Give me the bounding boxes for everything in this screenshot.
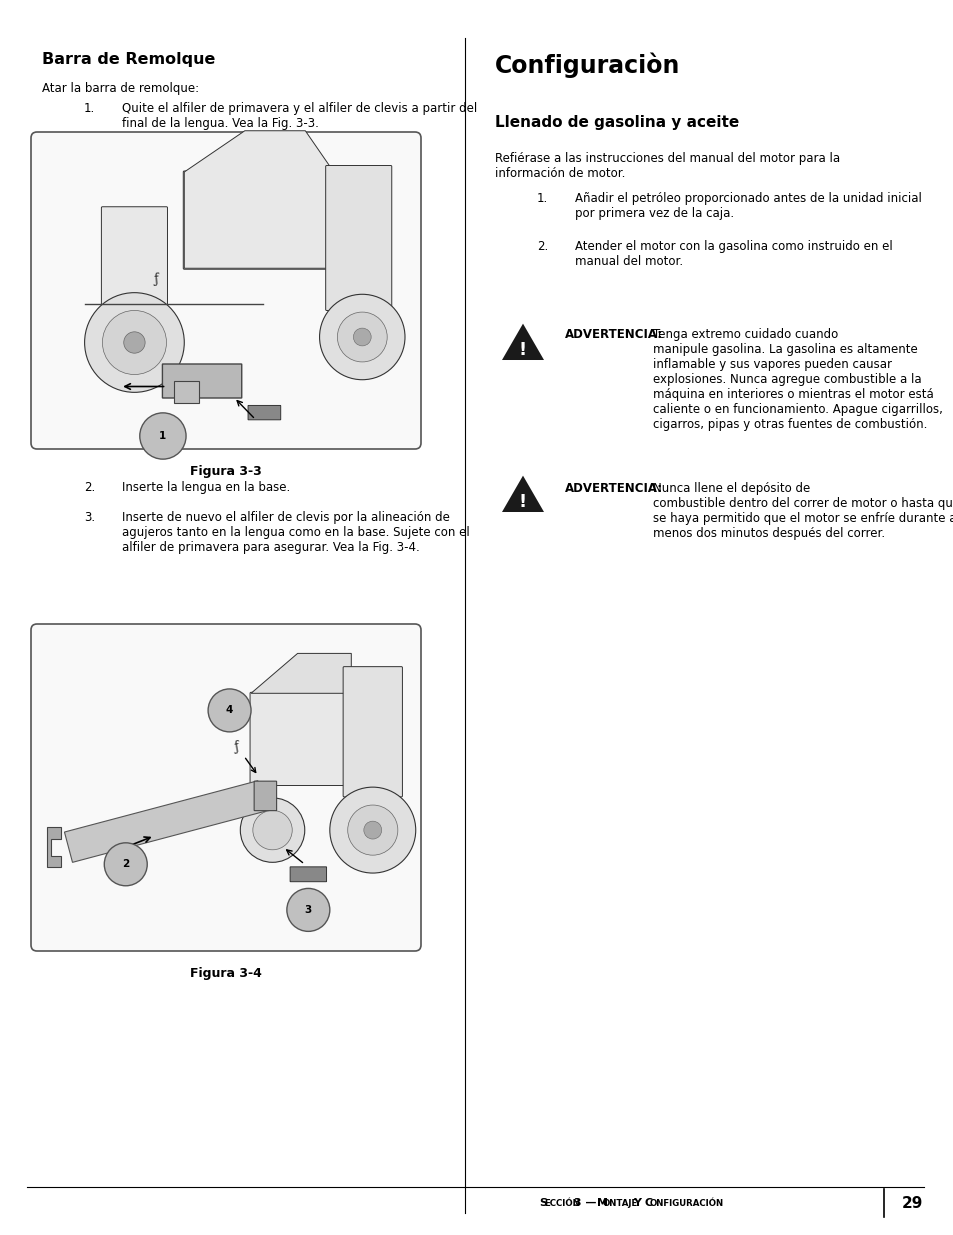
Text: S: S [538,1198,546,1208]
Circle shape [104,842,147,885]
FancyBboxPatch shape [183,170,335,269]
Circle shape [140,412,186,459]
Circle shape [319,294,405,379]
Text: Figura 3-3: Figura 3-3 [190,466,262,478]
Circle shape [208,689,251,732]
Text: Figura 3-4: Figura 3-4 [190,967,262,981]
Text: 3: 3 [304,905,312,915]
Text: 2.: 2. [537,240,548,253]
Text: Configuraciòn: Configuraciòn [495,52,679,78]
Text: ƒ: ƒ [152,273,158,287]
Text: ECCIÓN: ECCIÓN [544,1198,579,1208]
Circle shape [347,805,397,855]
FancyBboxPatch shape [325,165,392,310]
Text: 1.: 1. [537,191,548,205]
Circle shape [330,787,416,873]
Text: Añadir el petróleo proporcionado antes de la unidad inicial
por primera vez de l: Añadir el petróleo proporcionado antes d… [575,191,921,220]
Text: 1.: 1. [84,103,95,115]
Circle shape [253,810,292,850]
Text: Atender el motor con la gasolina como instruido en el
manual del motor.: Atender el motor con la gasolina como in… [575,240,892,268]
Text: ƒ: ƒ [233,741,240,755]
Text: M: M [597,1198,607,1208]
Circle shape [102,310,167,374]
Text: Inserte de nuevo el alfiler de clevis por la alineación de
agujeros tanto en la : Inserte de nuevo el alfiler de clevis po… [122,511,469,555]
FancyBboxPatch shape [248,405,280,420]
Text: Inserte la lengua en la base.: Inserte la lengua en la base. [122,480,290,494]
Text: 4: 4 [226,705,233,715]
Polygon shape [184,131,334,268]
FancyBboxPatch shape [173,382,198,403]
Text: 29: 29 [901,1195,923,1210]
Polygon shape [501,475,543,513]
Polygon shape [251,653,351,693]
Text: Barra de Remolque: Barra de Remolque [42,52,215,67]
FancyBboxPatch shape [30,624,420,951]
Circle shape [124,332,145,353]
Text: Llenado de gasolina y aceite: Llenado de gasolina y aceite [495,115,739,130]
Text: ADVERTENCIA:: ADVERTENCIA: [564,329,662,341]
FancyBboxPatch shape [162,364,241,398]
Polygon shape [501,324,543,361]
Circle shape [363,821,381,839]
Text: ONTAJE: ONTAJE [601,1198,637,1208]
Text: C: C [643,1198,652,1208]
Text: Refiérase a las instrucciones del manual del motor para la
información de motor.: Refiérase a las instrucciones del manual… [495,152,840,180]
Text: Tenga extremo cuidado cuando
manipule gasolina. La gasolina es altamente
inflama: Tenga extremo cuidado cuando manipule ga… [652,329,942,431]
Text: 1: 1 [159,431,167,441]
Text: 3 —: 3 — [569,1198,599,1208]
Circle shape [337,312,387,362]
Circle shape [353,329,371,346]
FancyBboxPatch shape [250,693,352,785]
Text: !: ! [518,493,526,511]
FancyBboxPatch shape [343,667,402,797]
FancyBboxPatch shape [101,206,168,305]
Text: ADVERTENCIA:: ADVERTENCIA: [564,482,662,495]
Text: 2.: 2. [84,480,95,494]
Circle shape [85,293,184,393]
Text: Y: Y [633,1198,640,1208]
FancyBboxPatch shape [290,867,326,882]
Text: 2: 2 [122,860,130,869]
Polygon shape [65,781,266,862]
Circle shape [240,798,304,862]
Text: ONFIGURACIÓN: ONFIGURACIÓN [649,1198,722,1208]
Text: !: ! [518,341,526,359]
Circle shape [287,888,330,931]
Text: 3.: 3. [84,511,95,524]
Text: Atar la barra de remolque:: Atar la barra de remolque: [42,82,199,95]
FancyBboxPatch shape [253,782,276,810]
Text: Quite el alfiler de primavera y el alfiler de clevis a partir del
final de la le: Quite el alfiler de primavera y el alfil… [122,103,476,130]
FancyBboxPatch shape [30,132,420,450]
Polygon shape [47,827,61,867]
Text: Nunca llene el depósito de
combustible dentro del correr de motor o hasta que
se: Nunca llene el depósito de combustible d… [652,482,953,540]
